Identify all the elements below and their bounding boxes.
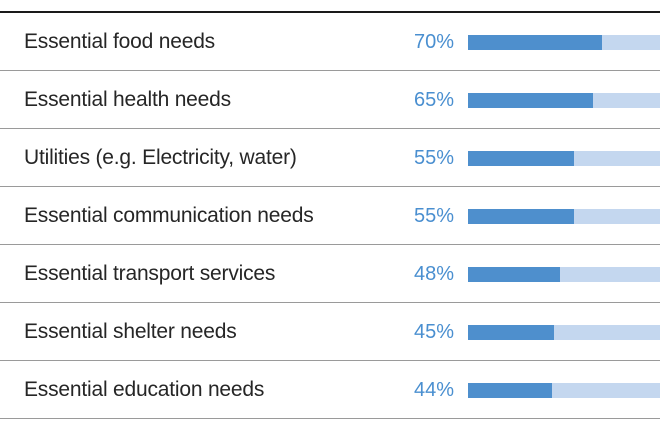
bar-track (468, 325, 660, 340)
table-row: Essential transport services 48% (0, 245, 660, 303)
value-label: 55% (413, 147, 454, 169)
row-divider (0, 360, 660, 361)
category-label: Essential education needs (24, 378, 265, 401)
row-divider (0, 128, 660, 129)
row-divider (0, 418, 660, 419)
bar-track (468, 93, 660, 108)
bar (468, 93, 593, 108)
top-rule (0, 11, 660, 13)
value-label: 48% (413, 263, 454, 285)
bar-track (468, 209, 660, 224)
bar-track (468, 383, 660, 398)
table-row: Essential food needs 70% (0, 13, 660, 71)
category-label: Essential health needs (24, 88, 231, 111)
category-label: Essential transport services (24, 262, 276, 285)
bar (468, 209, 574, 224)
bar-track (468, 35, 660, 50)
row-divider (0, 244, 660, 245)
value-label: 65% (413, 89, 454, 111)
category-label: Essential communication needs (24, 204, 314, 227)
table-row: Essential communication needs 55% (0, 187, 660, 245)
bar (468, 151, 574, 166)
value-label: 44% (413, 379, 454, 401)
category-label: Essential shelter needs (24, 320, 237, 343)
row-divider (0, 302, 660, 303)
table-row: Utilities (e.g. Electricity, water) 55% (0, 129, 660, 187)
bar-track (468, 151, 660, 166)
category-label: Utilities (e.g. Electricity, water) (24, 146, 297, 169)
table-row: Essential health needs 65% (0, 71, 660, 129)
bar-track (468, 267, 660, 282)
bar (468, 325, 555, 340)
row-divider (0, 186, 660, 187)
row-divider (0, 70, 660, 71)
value-label: 45% (413, 321, 454, 343)
table-row: Essential education needs 44% (0, 361, 660, 419)
category-label: Essential food needs (24, 30, 215, 53)
value-label: 55% (413, 205, 454, 227)
value-label: 70% (413, 31, 454, 53)
bar (468, 267, 561, 282)
table-row: Essential shelter needs 45% (0, 303, 660, 361)
bar (468, 383, 553, 398)
bar (468, 35, 603, 50)
